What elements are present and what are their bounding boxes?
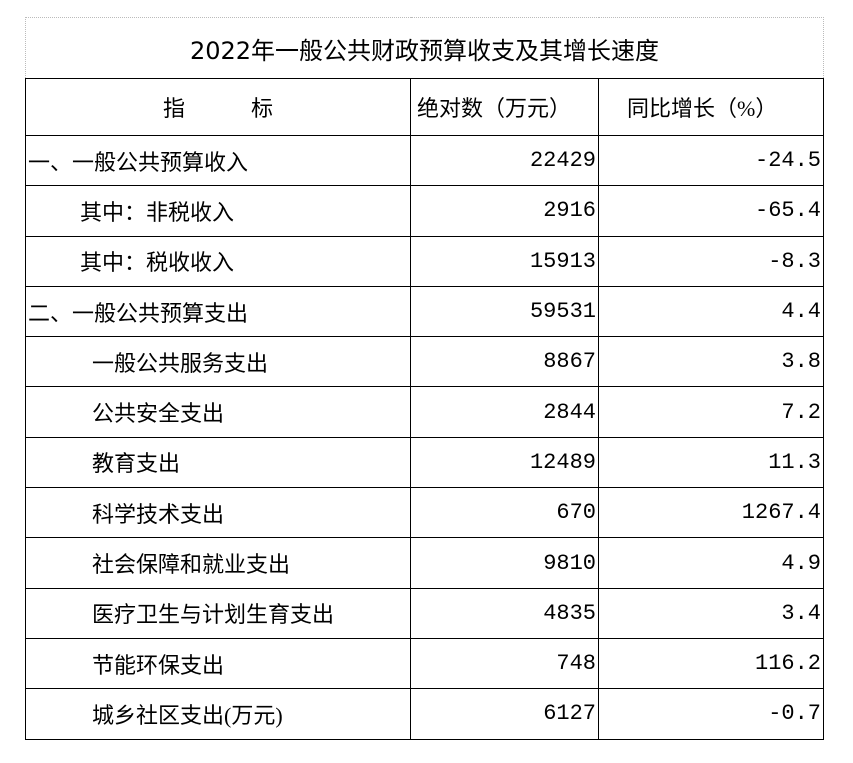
row-value: 4.9 [597, 537, 825, 589]
table-row: 医疗卫生与计划生育支出 4835 3.4 [25, 587, 825, 639]
table-row: 节能环保支出 748 116.2 [25, 637, 825, 690]
table-row: 一、一般公共预算收入 22429 -24.5 [25, 134, 825, 187]
row-value: -24.5 [597, 134, 825, 187]
row-value: 2844 [410, 386, 599, 438]
row-value: -8.3 [597, 235, 825, 287]
row-value: 748 [410, 637, 599, 690]
table-row: 一般公共服务支出 8867 3.8 [25, 336, 825, 388]
row-label: 科学技术支出 [25, 487, 411, 539]
row-value: 116.2 [597, 637, 825, 690]
header-cell: 同比增长（%） [597, 78, 825, 136]
table-row: 科学技术支出 670 1267.4 [25, 487, 825, 539]
row-value: 3.8 [597, 336, 825, 388]
table-row: 公共安全支出 2844 7.2 [25, 386, 825, 438]
row-label: 医疗卫生与计划生育支出 [25, 587, 411, 639]
row-value: 7.2 [597, 386, 825, 438]
row-value: -65.4 [597, 185, 825, 237]
budget-table: 2022年一般公共财政预算收支及其增长速度 指 标 绝对数（万元） 同比增长（%… [24, 17, 825, 740]
row-label: 其中：非税收入 [25, 185, 411, 237]
row-label: 城乡社区支出(万元) [25, 688, 411, 740]
header-cell: 绝对数（万元） [410, 78, 599, 136]
row-label: 公共安全支出 [25, 386, 411, 438]
header-row: 指 标 绝对数（万元） 同比增长（%） [25, 78, 825, 136]
row-label: 节能环保支出 [25, 637, 411, 690]
table-row: 城乡社区支出(万元) 6127 -0.7 [25, 688, 825, 740]
row-label: 一般公共服务支出 [25, 336, 411, 388]
header-cell: 指 标 [25, 78, 411, 136]
row-value: 8867 [410, 336, 599, 388]
row-value: 4835 [410, 587, 599, 639]
table-row: 其中：税收收入 15913 -8.3 [25, 235, 825, 287]
row-value: 1267.4 [597, 487, 825, 539]
row-label: 二、一般公共预算支出 [25, 285, 411, 338]
table-title: 2022年一般公共财政预算收支及其增长速度 [24, 17, 825, 79]
row-value: 15913 [410, 235, 599, 287]
row-value: 3.4 [597, 587, 825, 639]
row-value: -0.7 [597, 688, 825, 740]
row-label: 一、一般公共预算收入 [25, 134, 411, 187]
table-body: 2022年一般公共财政预算收支及其增长速度 指 标 绝对数（万元） 同比增长（%… [24, 17, 825, 740]
row-label: 其中：税收收入 [25, 235, 411, 287]
row-value: 670 [410, 487, 599, 539]
row-value: 6127 [410, 688, 599, 740]
row-value: 9810 [410, 537, 599, 589]
table-row: 社会保障和就业支出 9810 4.9 [25, 537, 825, 589]
table-row: 其中：非税收入 2916 -65.4 [25, 185, 825, 237]
row-value: 4.4 [597, 285, 825, 338]
row-value: 12489 [410, 436, 599, 489]
title-row: 2022年一般公共财政预算收支及其增长速度 [24, 17, 825, 79]
table-row: 二、一般公共预算支出 59531 4.4 [25, 285, 825, 338]
row-value: 22429 [410, 134, 599, 187]
row-label: 社会保障和就业支出 [25, 537, 411, 589]
table-row: 教育支出 12489 11.3 [25, 436, 825, 489]
row-label: 教育支出 [25, 436, 411, 489]
row-value: 2916 [410, 185, 599, 237]
row-value: 11.3 [597, 436, 825, 489]
row-value: 59531 [410, 285, 599, 338]
